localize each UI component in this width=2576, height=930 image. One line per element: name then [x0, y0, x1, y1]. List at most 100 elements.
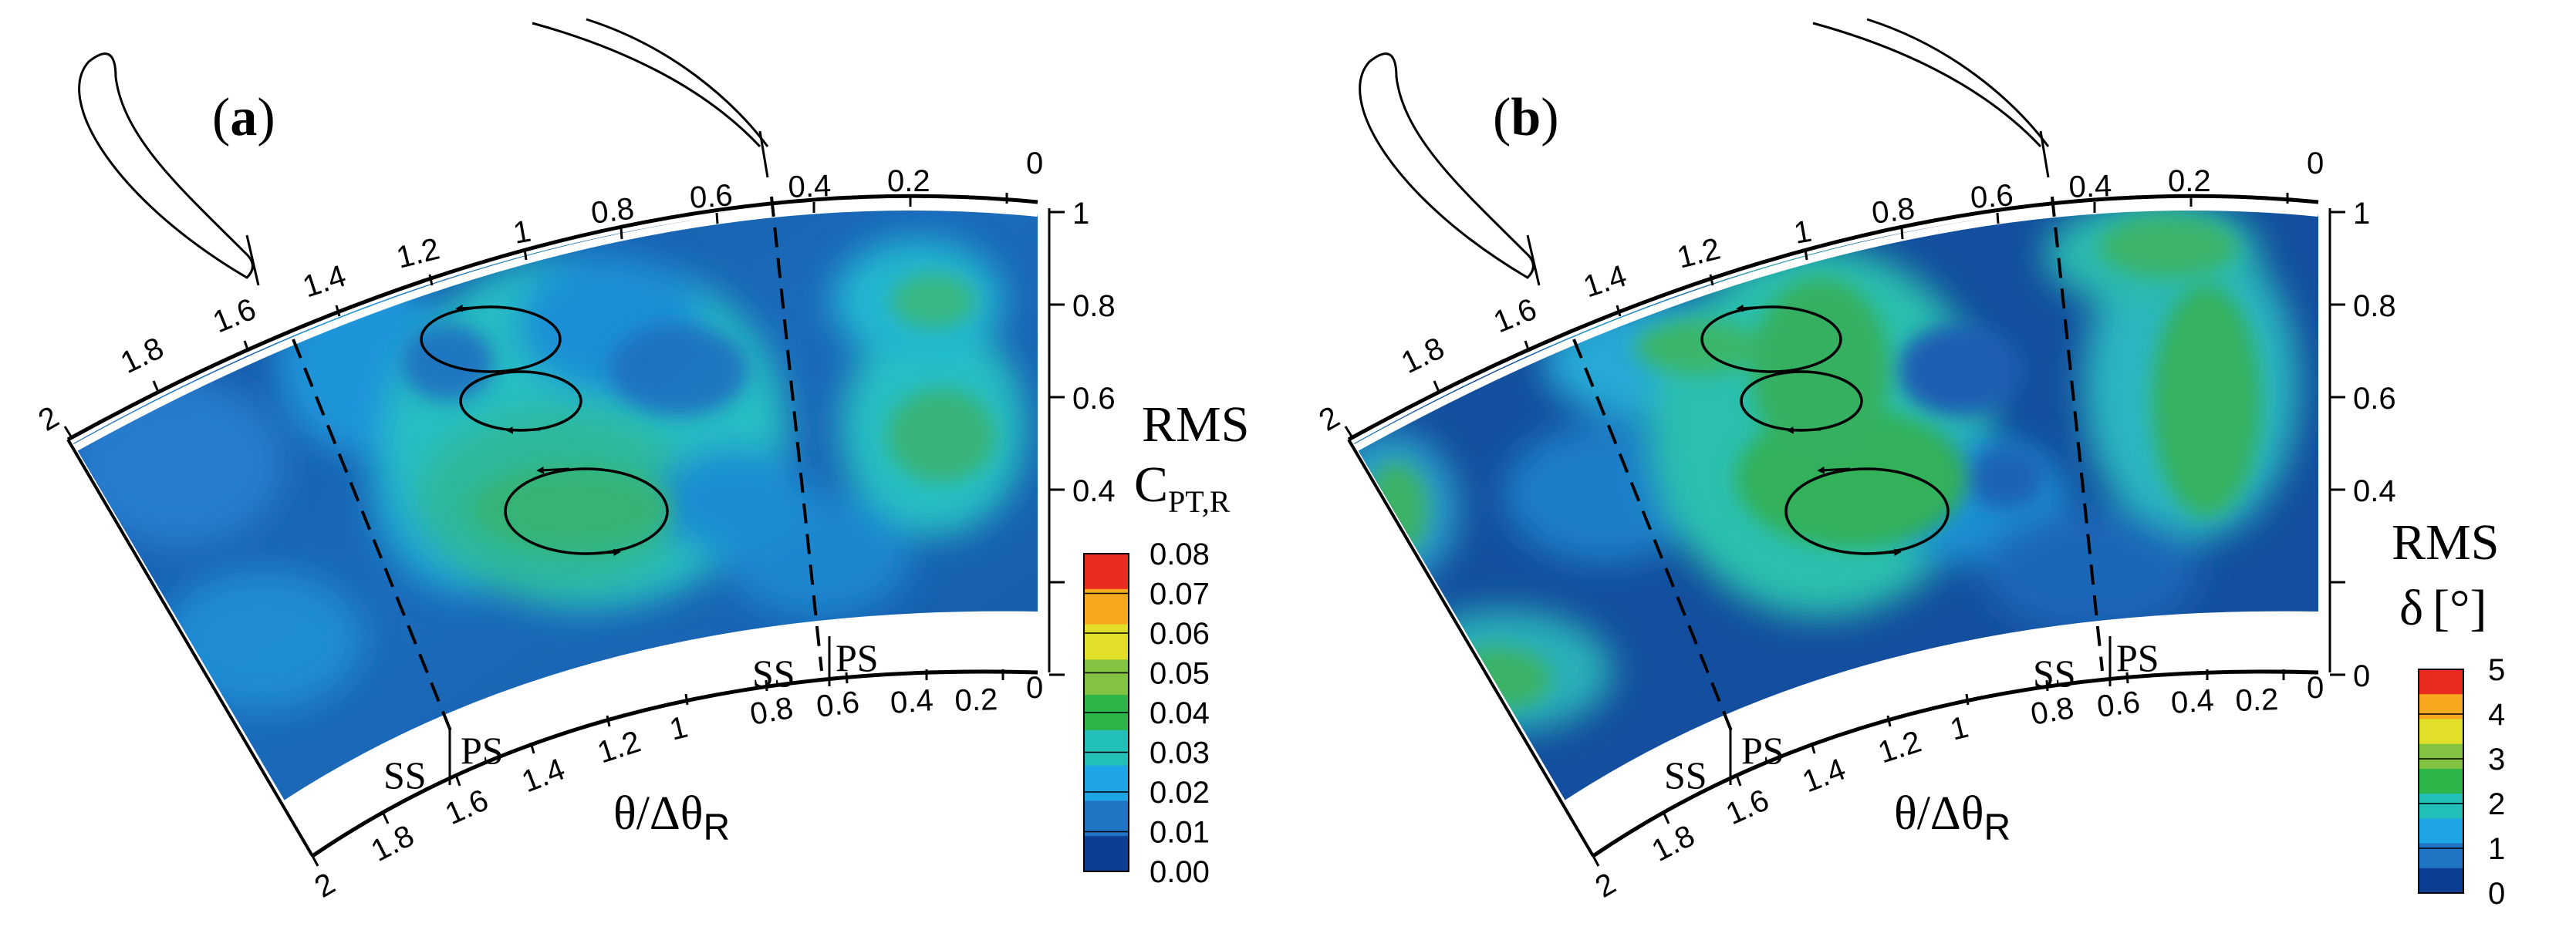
colorbar-title-a: RMS [1142, 396, 1249, 453]
colorbar-swatch [2419, 768, 2463, 794]
radial-tick-b-1: 0.8 [2353, 289, 2396, 323]
radial-tick-a-0: 1 [1072, 197, 1089, 231]
colorbar-tick-label: 0.03 [1150, 736, 1210, 770]
panel-label-b: (b) [1493, 88, 1559, 147]
colorbar-swatch [2419, 868, 2463, 894]
wake-line-b-1 [1572, 339, 1734, 733]
colorbar-symbol-b: δ [°] [2399, 580, 2487, 636]
colorbar-b [2418, 669, 2464, 894]
outer-tick-label-a-0: 2 [33, 400, 65, 438]
colorbar-tick-label: 2 [2488, 787, 2505, 821]
inner-ticks-b [1592, 669, 2285, 867]
inner-tick-label-b-2: 1.6 [1721, 783, 1774, 831]
outer-ticks-b [1344, 193, 2289, 437]
outer-tick-label-a-9: 0.2 [887, 164, 930, 198]
colorbar-swatch [1084, 730, 1129, 767]
inner-ticks-a [311, 669, 1004, 867]
inner-tick-label-a-1: 1.8 [366, 819, 420, 868]
inner-tick-label-a-2: 1.6 [441, 783, 494, 831]
ps-label-a-right: PS [836, 636, 879, 679]
colorbar-tick-label: 0 [2488, 877, 2505, 911]
colorbar-tick-label: 0.06 [1150, 617, 1210, 651]
inner-tick-label-b-1: 1.8 [1646, 819, 1700, 868]
colorbar-swatch [1084, 765, 1129, 801]
inner-tick-label-b-0: 2 [1590, 867, 1622, 905]
colorbar-tick-label: 5 [2488, 653, 2505, 687]
radial-tick-a-1: 0.8 [1072, 289, 1116, 323]
outer-tick-label-a-6: 0.8 [589, 191, 636, 230]
blade-profile-b-left [1359, 52, 1534, 279]
inner-tick-label-a-5: 1 [667, 710, 691, 747]
panel-b: 2 1.8 1.6 1.4 1.2 1 0.8 0.6 0.4 0.2 0 2 … [1314, 18, 2505, 911]
wake-line-b-2 [2051, 196, 2104, 672]
vortex-arrow-b-3 [1817, 466, 1851, 474]
colorbar-swatch [2419, 843, 2463, 869]
vortex-arrow-a-1 [455, 304, 488, 312]
outer-tick-label-b-0: 2 [1314, 400, 1345, 438]
panel-label-a: (a) [212, 88, 275, 147]
ps-label-b-right: PS [2116, 636, 2159, 679]
contour-field-a [73, 204, 1038, 802]
outer-tick-label-a-5: 1 [511, 214, 534, 251]
ss-label-b-bottom: SS [1664, 753, 1707, 797]
vortex-arrow-b-1 [1736, 304, 1769, 312]
colorbar-a [1083, 553, 1129, 872]
outer-tick-label-b-8: 0.4 [2068, 169, 2112, 204]
radial-tick-b-7: 0 [2353, 659, 2370, 693]
colorbar-swatch [2419, 669, 2463, 695]
outer-tick-label-a-3: 1.4 [299, 259, 349, 305]
outer-tick-label-a-1: 1.8 [116, 331, 169, 380]
colorbar-swatch [2419, 818, 2463, 844]
vortex-b-1 [1700, 305, 1842, 373]
radial-tick-a-2: 0.6 [1072, 382, 1116, 416]
colorbar-swatch [1084, 836, 1129, 872]
inner-tick-label-a-9: 0.2 [954, 682, 998, 718]
outer-tick-label-b-9: 0.2 [2168, 164, 2211, 198]
wake-line-a-2 [770, 196, 823, 672]
colorbar-tick-label: 1 [2488, 832, 2505, 866]
radial-tick-b-0: 1 [2353, 197, 2370, 231]
ss-label-a-bottom: SS [383, 753, 427, 797]
colorbar-swatch [1084, 800, 1129, 837]
inner-tick-label-a-4: 1.2 [593, 725, 644, 770]
outer-tick-label-a-4: 1.2 [393, 232, 444, 275]
vortex-arrow-b-4 [1866, 548, 1902, 557]
outer-tick-label-b-3: 1.4 [1579, 259, 1630, 305]
colorbar-tick-label: 0.07 [1150, 578, 1210, 612]
inner-tick-label-b-9: 0.2 [2235, 682, 2279, 718]
colorbar-tick-label: 0.05 [1150, 657, 1210, 691]
outer-tick-label-a-8: 0.4 [788, 169, 832, 204]
colorbar-swatch [2419, 794, 2463, 819]
wake-line-a-1 [292, 339, 453, 733]
radial-tick-b-3: 0.4 [2353, 474, 2396, 508]
panel-a: 2 1.8 1.6 1.4 1.2 1 0.8 0.6 0.4 0.2 0 2 … [33, 18, 1249, 905]
colorbar-tick-label: 0.01 [1150, 816, 1210, 850]
outer-tick-label-b-1: 1.8 [1396, 331, 1450, 380]
outer-tick-label-b-10: 0 [2307, 147, 2324, 180]
radial-tick-b-2: 0.6 [2353, 382, 2396, 416]
axis-label-a: θ/ΔθR [613, 787, 730, 848]
ps-label-a-bottom: PS [461, 729, 504, 772]
outer-tick-label-a-10: 0 [1026, 147, 1043, 180]
outer-tick-label-a-2: 1.6 [208, 292, 261, 340]
inner-tick-label-b-4: 1.2 [1874, 725, 1925, 770]
outer-tick-label-a-7: 0.6 [689, 178, 734, 215]
colorbar-swatch [2419, 719, 2463, 745]
inner-tick-label-a-0: 2 [309, 867, 341, 905]
colorbar-tick-label: 0.04 [1150, 696, 1210, 730]
axis-label-b: θ/ΔθR [1894, 787, 2010, 848]
outer-tick-label-b-4: 1.2 [1674, 232, 1724, 275]
outer-arc-a [66, 194, 1038, 442]
outer-tick-label-b-7: 0.6 [1970, 178, 2015, 215]
inner-tick-label-a-10: 0 [1026, 671, 1043, 705]
blade-profile-b-right [1812, 18, 2050, 148]
inner-tick-label-a-3: 1.4 [517, 752, 569, 799]
colorbar-tick-label: 0.02 [1150, 776, 1210, 810]
ss-label-b-right: SS [2033, 652, 2076, 695]
inner-tick-label-b-7: 0.6 [2095, 685, 2142, 723]
outer-arc-b [1347, 194, 2319, 442]
colorbar-swatch [2419, 694, 2463, 719]
colorbar-symbol-a: CPT,R [1134, 457, 1231, 519]
colorbar-tick-label: 3 [2488, 743, 2505, 777]
